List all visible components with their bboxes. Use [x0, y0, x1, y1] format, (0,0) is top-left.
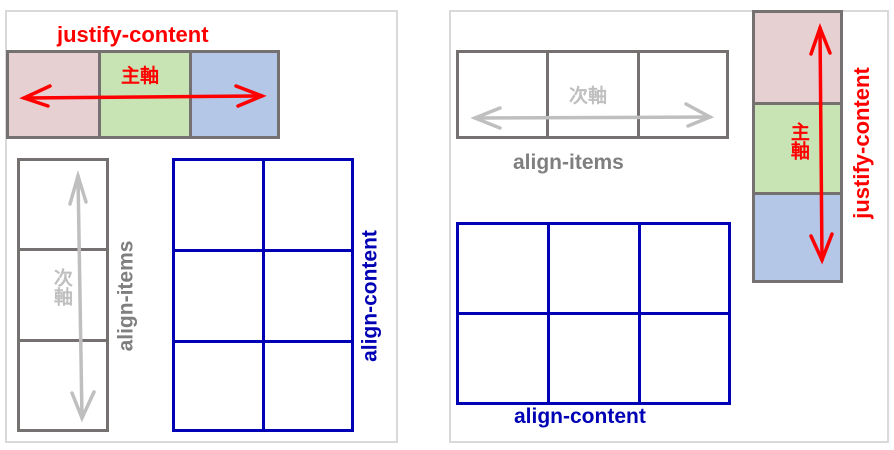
left-align-content-label: align-content [358, 230, 382, 362]
right-align-content-label: align-content [514, 405, 646, 428]
left-main-axis-cell-3 [189, 50, 280, 139]
left-cross-axis-column [17, 158, 109, 432]
left-cross-axis-divider-2 [17, 339, 109, 342]
right-main-axis-text: 主軸 [787, 122, 810, 160]
left-align-items-label: align-items [114, 240, 138, 352]
left-cross-axis-text: 次軸 [50, 268, 73, 306]
right-cross-axis-row [456, 50, 729, 139]
right-cross-axis-divider-1 [546, 50, 549, 139]
right-cross-axis-text: 次軸 [569, 85, 608, 107]
left-grid-hline-1 [172, 249, 354, 252]
left-main-axis-cell-1 [6, 50, 98, 139]
left-main-axis-text: 主軸 [121, 65, 160, 87]
right-cross-axis-divider-2 [637, 50, 640, 139]
right-justify-content-label: justify-content [849, 67, 874, 219]
right-main-axis-cell-2 [752, 102, 843, 192]
right-main-axis-cell-1 [752, 10, 843, 102]
right-main-axis-cell-3 [752, 192, 843, 283]
left-main-axis-cell-2 [98, 50, 189, 139]
right-grid-hline [456, 312, 731, 315]
left-cross-axis-divider-1 [17, 248, 109, 251]
left-grid-vline [262, 158, 265, 432]
left-justify-content-label: justify-content [57, 22, 209, 47]
left-grid-hline-2 [172, 340, 354, 343]
right-align-items-label: align-items [513, 151, 624, 174]
